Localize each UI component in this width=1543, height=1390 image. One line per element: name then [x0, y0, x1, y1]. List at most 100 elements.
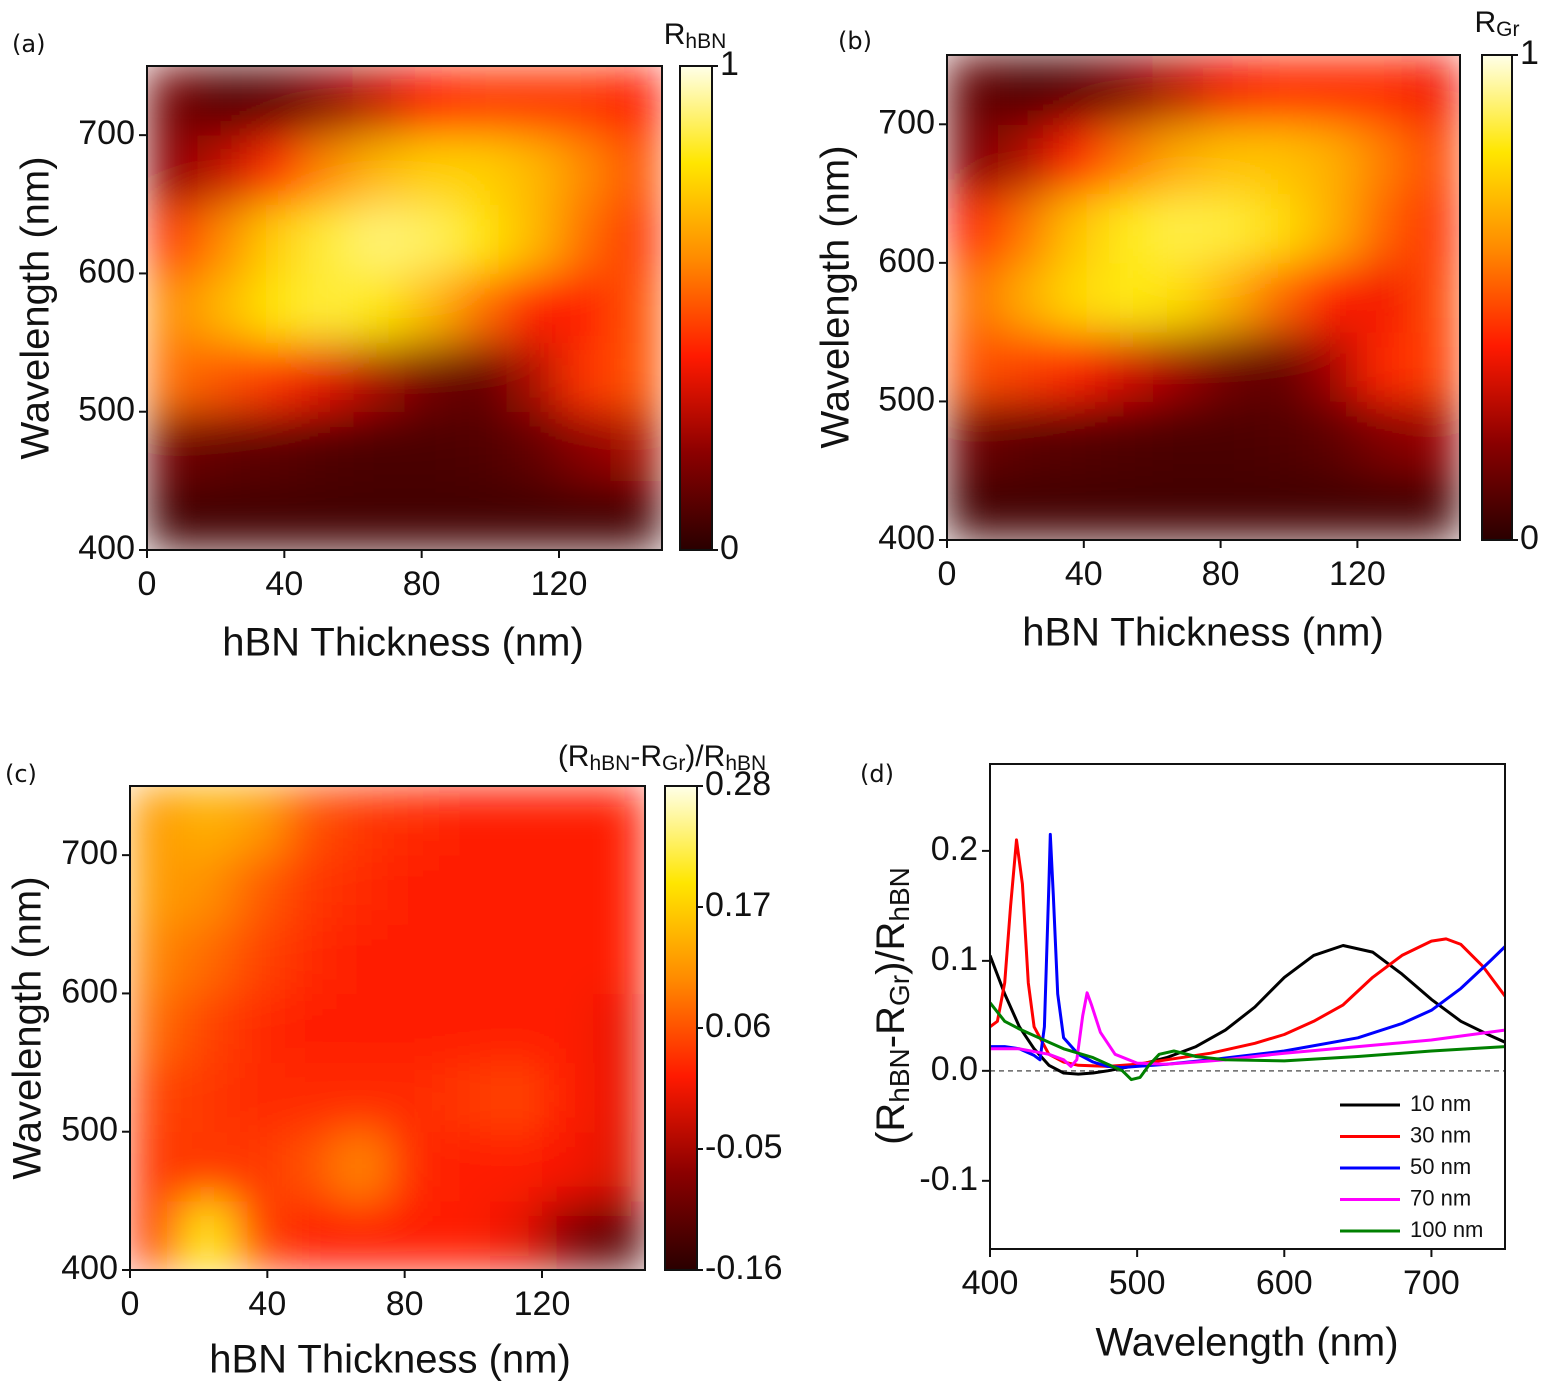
label-subscript: hBN [884, 1048, 915, 1102]
heatmap-cell [1049, 401, 1102, 472]
heatmap-cell [1049, 193, 1102, 264]
heatmap-cell [490, 855, 543, 925]
heatmap-cells [147, 66, 662, 550]
heatmap-cell [1203, 332, 1256, 402]
heatmap-cell [593, 786, 645, 856]
heatmap-cell [284, 1131, 337, 1202]
heatmap-cell [1357, 55, 1410, 125]
heatmap-cell [1306, 262, 1358, 333]
heatmap-cell [439, 1200, 491, 1270]
heatmap-cell [130, 924, 182, 994]
heatmap-cell [250, 480, 302, 550]
heatmap-cell [559, 342, 611, 413]
heatmap-cell [610, 135, 662, 205]
label-part: -R [630, 740, 662, 773]
plot-frame [129, 785, 646, 1271]
label-part: )/R [869, 922, 913, 975]
heatmap-cell [198, 480, 251, 550]
heatmap-cell [947, 124, 999, 195]
y-tick-label: 700 [878, 103, 935, 141]
heatmap-cell [1408, 332, 1460, 402]
y-tick-label: 600 [61, 972, 118, 1010]
colorbar [1481, 54, 1513, 541]
heatmap-cell [336, 1131, 388, 1202]
line-series [990, 944, 1505, 1076]
heatmap-cell [1254, 332, 1307, 402]
heatmap-cell [336, 855, 388, 925]
heatmap-cell [1049, 262, 1102, 333]
colorbar-tick-label: 0 [720, 529, 739, 567]
heatmap-cell [353, 411, 405, 482]
y-tick-label: 500 [878, 380, 935, 418]
x-axis-label: hBN Thickness (nm) [1022, 611, 1384, 655]
heatmap-cell [610, 411, 662, 482]
heatmap-cell [1152, 124, 1204, 195]
heatmap-cell [542, 1200, 594, 1270]
label-subscript: hBN [884, 867, 915, 921]
heatmap-cell [336, 993, 388, 1064]
heatmap-cell [301, 204, 354, 274]
legend-label: 50 nm [1410, 1154, 1471, 1179]
colorbar-tick-label: 0.17 [705, 886, 771, 924]
x-tick-label: 700 [1403, 1264, 1460, 1302]
heatmap-cell [181, 855, 234, 925]
heatmap-cell [250, 342, 302, 413]
heatmap-cell [404, 66, 457, 136]
heatmap-cell [404, 342, 457, 413]
heatmap-cell [439, 786, 491, 856]
label-part: -R [869, 1006, 913, 1048]
heatmap-cell [490, 1062, 543, 1133]
heatmap-cell [507, 135, 560, 205]
heatmap-cell [947, 470, 999, 540]
heatmap-cell [1357, 401, 1410, 472]
y-tick-label: 500 [78, 391, 135, 429]
panel-label: (a) [12, 30, 45, 58]
heatmap-cell [1357, 470, 1410, 540]
colorbar-label: RhBN [664, 18, 727, 53]
heatmap-cell [336, 786, 388, 856]
heatmap-cell [1408, 401, 1460, 472]
heatmap-cell [284, 1062, 337, 1133]
heatmap-cell [947, 262, 999, 333]
heatmap-cell [147, 66, 199, 136]
heatmap-cell [998, 55, 1051, 125]
heatmap-cell [353, 135, 405, 205]
heatmap-cell [198, 342, 251, 413]
heatmap-cell [404, 480, 457, 550]
heatmap-cell [490, 786, 543, 856]
heatmap-cell [1254, 262, 1307, 333]
heatmap-cell [301, 135, 354, 205]
heatmap-cell [301, 273, 354, 344]
heatmap-cell [490, 924, 543, 994]
y-tick-label: 500 [61, 1111, 118, 1149]
heatmap-cell [1254, 470, 1307, 540]
heatmap-cell [1306, 124, 1358, 195]
y-axis-label: Wavelength (nm) [814, 145, 858, 448]
heatmap-cell [1306, 193, 1358, 264]
heatmap-cell [250, 273, 302, 344]
heatmap-cell [387, 1200, 440, 1270]
y-axis-label: (RhBN-RGr)/RhBN [869, 867, 915, 1145]
x-tick-label: 120 [1329, 555, 1386, 593]
heatmap-cell [1152, 55, 1204, 125]
label-subscript: Gr [1496, 18, 1519, 41]
colorbar-tick-label: 1 [720, 45, 739, 83]
heatmap-cell [1357, 332, 1410, 402]
x-axis-label: Wavelength (nm) [1095, 1321, 1398, 1365]
heatmap-cell [542, 855, 594, 925]
heatmap-cell [456, 411, 508, 482]
x-tick-label: 80 [1202, 555, 1240, 593]
y-tick-label: 400 [61, 1249, 118, 1287]
heatmap-cell [998, 332, 1051, 402]
heatmap-cell [1152, 262, 1204, 333]
heatmap-cell [1408, 470, 1460, 540]
heatmap-cell [336, 924, 388, 994]
y-tick-label: 700 [78, 114, 135, 152]
heatmap-cell [559, 204, 611, 274]
heatmap-cell [1100, 193, 1153, 264]
heatmap-cell [456, 342, 508, 413]
heatmap-cell [542, 786, 594, 856]
heatmap-cell [947, 55, 999, 125]
heatmap-cell [284, 855, 337, 925]
legend-label: 100 nm [1410, 1217, 1483, 1242]
